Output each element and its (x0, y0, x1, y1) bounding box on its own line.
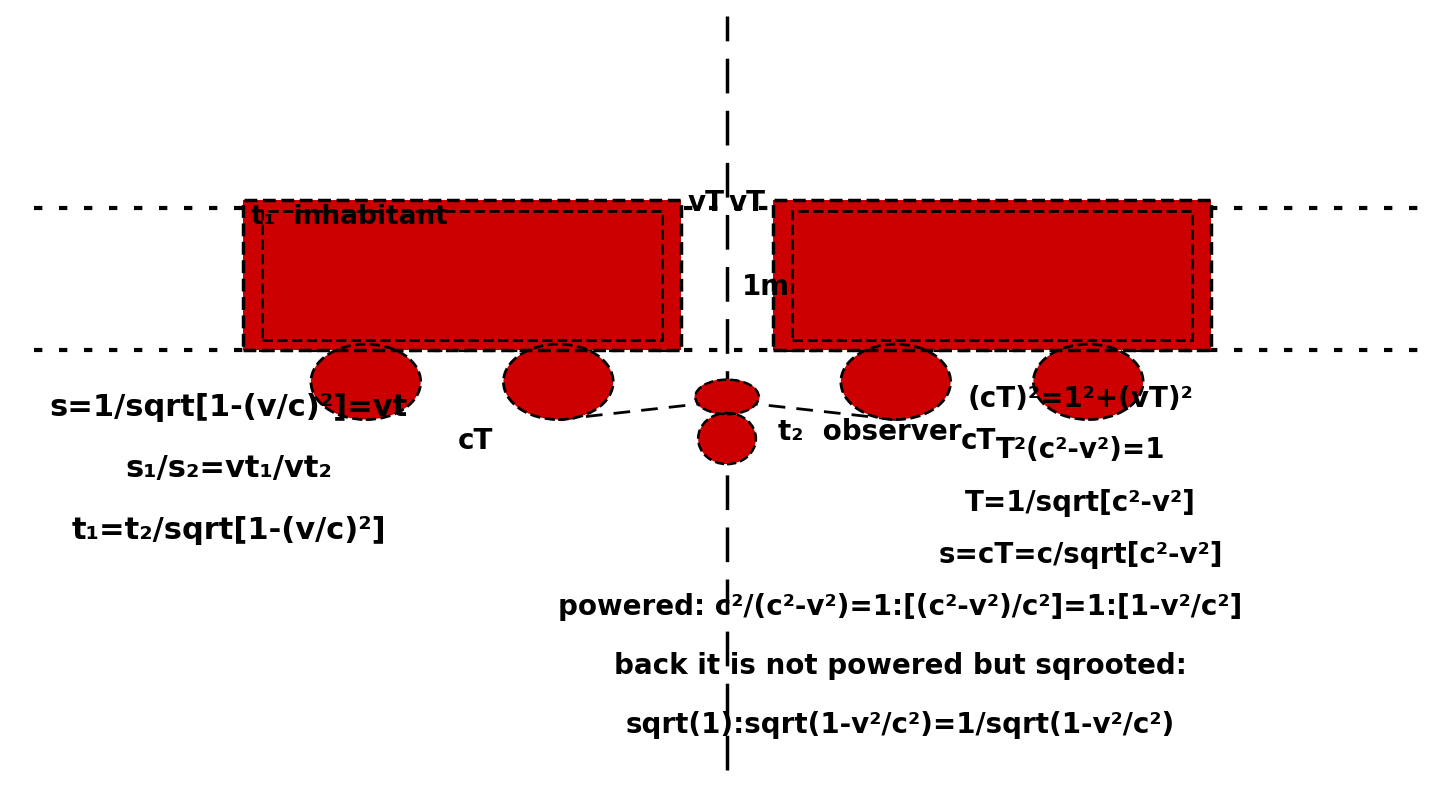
Text: t₂  observer: t₂ observer (778, 418, 961, 446)
Bar (774, 200, 1211, 350)
Text: s₁/s₂=vt₁/vt₂: s₁/s₂=vt₁/vt₂ (126, 454, 332, 483)
Text: t₁=t₂/sqrt[1-(v/c)²]: t₁=t₂/sqrt[1-(v/c)²] (71, 516, 387, 545)
Text: cT: cT (961, 428, 995, 455)
Bar (262, 211, 662, 340)
Bar (793, 211, 1193, 340)
Text: sqrt(1):sqrt(1-v²/c²)=1/sqrt(1-v²/c²): sqrt(1):sqrt(1-v²/c²)=1/sqrt(1-v²/c²) (626, 711, 1175, 740)
Text: 1m: 1m (742, 273, 790, 301)
Text: powered: c²/(c²-v²)=1:[(c²-v²)/c²]=1:[1-v²/c²]: powered: c²/(c²-v²)=1:[(c²-v²)/c²]=1:[1-… (558, 593, 1242, 622)
Text: vT: vT (729, 189, 767, 217)
Text: t₁  inhabitant: t₁ inhabitant (251, 204, 448, 230)
Bar (243, 200, 681, 350)
Text: back it is not powered but sqrooted:: back it is not powered but sqrooted: (614, 652, 1187, 681)
Text: s=1/sqrt[1-(v/c)²]=vt: s=1/sqrt[1-(v/c)²]=vt (49, 393, 409, 422)
Bar (243, 200, 681, 350)
Text: (cT)²=1²+(vT)²: (cT)²=1²+(vT)² (968, 385, 1194, 413)
Ellipse shape (503, 344, 613, 420)
Text: vT: vT (688, 189, 724, 217)
Text: cT: cT (458, 428, 493, 455)
Ellipse shape (312, 344, 420, 420)
Text: T²(c²-v²)=1: T²(c²-v²)=1 (995, 436, 1165, 465)
Ellipse shape (840, 344, 951, 420)
Text: T=1/sqrt[c²-v²]: T=1/sqrt[c²-v²] (965, 489, 1197, 517)
Circle shape (696, 380, 759, 414)
Text: s=cT=c/sqrt[c²-v²]: s=cT=c/sqrt[c²-v²] (939, 541, 1223, 569)
Ellipse shape (1033, 344, 1143, 420)
Ellipse shape (698, 413, 756, 464)
Bar (774, 200, 1211, 350)
